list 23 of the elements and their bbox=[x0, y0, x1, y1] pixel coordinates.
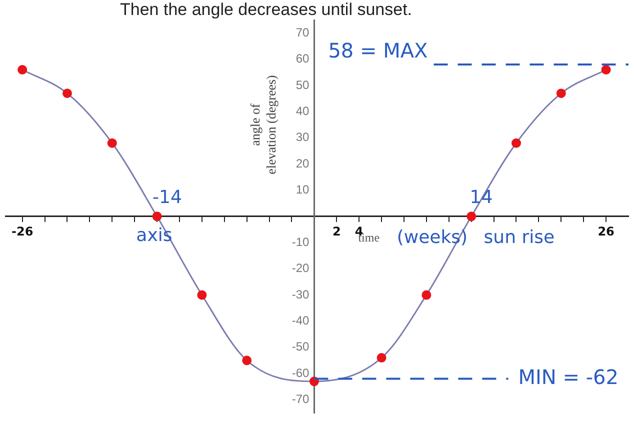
x-tick-label: 2 bbox=[332, 224, 341, 239]
chart-title: Then the angle decreases until sunset. bbox=[120, 0, 412, 20]
y-tick-label: 30 bbox=[296, 130, 310, 144]
x-tick-label: -26 bbox=[11, 224, 34, 239]
y-tick-label: 70 bbox=[296, 25, 310, 40]
y-axis-title: angle of elevation (degrees) bbox=[248, 75, 279, 174]
y-tick-label: -10 bbox=[292, 234, 310, 249]
y-tick-label: -30 bbox=[292, 287, 310, 302]
y-tick-label: -40 bbox=[292, 313, 310, 328]
y-tick-label: 10 bbox=[296, 182, 310, 197]
ref-line-label: 58 = MAX bbox=[328, 38, 428, 63]
y-tick-label: 60 bbox=[296, 52, 310, 66]
annotation: -14 bbox=[152, 187, 182, 208]
x-tick-label: 26 bbox=[598, 224, 614, 239]
y-tick-label: 50 bbox=[296, 78, 310, 92]
y-tick-label: -60 bbox=[292, 366, 310, 380]
y-tick-label: -70 bbox=[292, 392, 310, 406]
annotation: sun rise bbox=[484, 227, 555, 248]
y-tick-label: 40 bbox=[296, 104, 310, 118]
y-tick-label: -50 bbox=[292, 340, 310, 354]
ref-line-label: MIN = -62 bbox=[518, 364, 618, 389]
y-tick-label: 20 bbox=[296, 156, 310, 170]
y-tick-label: -20 bbox=[292, 261, 310, 276]
